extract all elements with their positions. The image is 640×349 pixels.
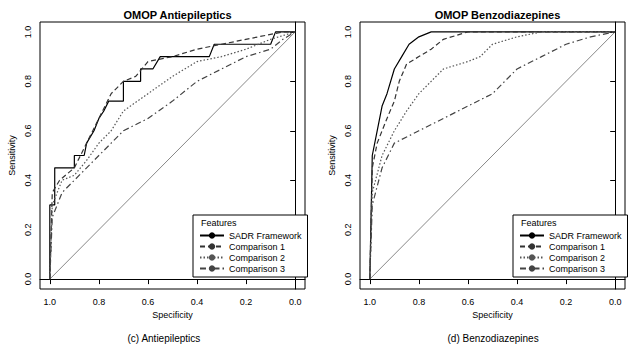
svg-text:Specificity: Specificity xyxy=(472,310,513,320)
svg-text:1.0: 1.0 xyxy=(364,297,377,307)
svg-text:Comparison 1: Comparison 1 xyxy=(229,242,285,252)
svg-text:Comparison 3: Comparison 3 xyxy=(549,264,605,274)
svg-text:OMOP Antiepileptics: OMOP Antiepileptics xyxy=(123,9,231,21)
svg-text:0.2: 0.2 xyxy=(23,223,33,236)
svg-text:1.0: 1.0 xyxy=(44,297,57,307)
svg-text:SADR Framework: SADR Framework xyxy=(229,231,302,241)
svg-text:0.2: 0.2 xyxy=(343,223,353,236)
svg-text:Comparison 1: Comparison 1 xyxy=(549,242,605,252)
svg-text:0.8: 0.8 xyxy=(413,297,426,307)
svg-text:Features: Features xyxy=(521,218,557,228)
svg-text:0.8: 0.8 xyxy=(343,75,353,88)
svg-text:0.2: 0.2 xyxy=(560,297,573,307)
svg-text:0.6: 0.6 xyxy=(142,297,155,307)
svg-text:Comparison 3: Comparison 3 xyxy=(229,264,285,274)
svg-text:Comparison 2: Comparison 2 xyxy=(229,253,285,263)
svg-text:1.0: 1.0 xyxy=(343,26,353,39)
svg-text:SADR Framework: SADR Framework xyxy=(549,231,622,241)
svg-text:Sensitivity: Sensitivity xyxy=(327,135,337,176)
svg-text:Features: Features xyxy=(201,218,237,228)
svg-text:OMOP Benzodiazepines: OMOP Benzodiazepines xyxy=(435,9,561,21)
svg-text:(d) Benzodiazepines: (d) Benzodiazepines xyxy=(448,333,539,344)
svg-text:0.2: 0.2 xyxy=(240,297,253,307)
svg-text:Comparison 2: Comparison 2 xyxy=(549,253,605,263)
svg-text:Specificity: Specificity xyxy=(152,310,193,320)
svg-text:0.4: 0.4 xyxy=(511,297,524,307)
svg-text:0.8: 0.8 xyxy=(93,297,106,307)
svg-text:1.0: 1.0 xyxy=(23,26,33,39)
svg-text:0.8: 0.8 xyxy=(23,75,33,88)
svg-text:Sensitivity: Sensitivity xyxy=(7,135,17,176)
svg-text:0.6: 0.6 xyxy=(462,297,475,307)
svg-text:0.4: 0.4 xyxy=(343,174,353,187)
svg-text:0.6: 0.6 xyxy=(23,125,33,138)
svg-text:0.0: 0.0 xyxy=(343,273,353,286)
svg-text:0.6: 0.6 xyxy=(343,125,353,138)
svg-text:0.0: 0.0 xyxy=(289,297,302,307)
svg-text:0.0: 0.0 xyxy=(609,297,622,307)
svg-text:0.0: 0.0 xyxy=(23,273,33,286)
svg-text:0.4: 0.4 xyxy=(191,297,204,307)
svg-text:0.4: 0.4 xyxy=(23,174,33,187)
svg-text:(c) Antiepileptics: (c) Antiepileptics xyxy=(128,333,201,344)
